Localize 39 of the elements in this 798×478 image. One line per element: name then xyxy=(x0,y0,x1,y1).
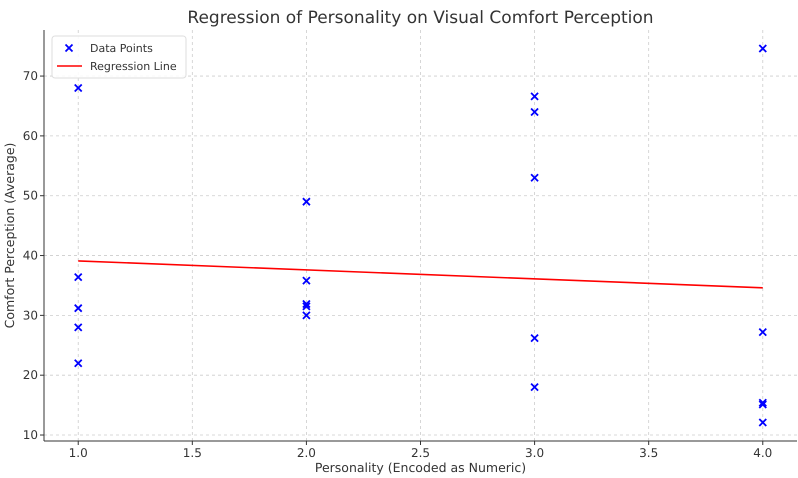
y-tick-label: 10 xyxy=(22,428,38,442)
x-tick-label: 3.5 xyxy=(639,446,658,460)
y-tick-label: 30 xyxy=(22,308,38,322)
point xyxy=(530,108,539,116)
x-tick-label: 4.0 xyxy=(753,446,772,460)
point xyxy=(74,272,83,282)
point xyxy=(758,398,768,408)
x-axis-title: Personality (Encoded as Numeric) xyxy=(314,460,526,475)
point xyxy=(530,334,539,342)
x-tick-label: 3.0 xyxy=(525,446,544,460)
x-tick-label: 2.0 xyxy=(296,446,316,460)
legend-label: Regression Line xyxy=(90,60,177,73)
point xyxy=(758,418,768,427)
x-tick-label: 2.5 xyxy=(410,446,430,460)
point xyxy=(530,382,539,392)
chart-title: Regression of Personality on Visual Comfort Perception xyxy=(187,8,654,28)
y-tick-label: 70 xyxy=(22,69,38,84)
point xyxy=(758,400,768,409)
point xyxy=(302,276,311,286)
y-tick-label: 50 xyxy=(22,188,38,203)
point xyxy=(758,328,768,337)
y-axis-title: Comfort Perception (Average) xyxy=(2,142,17,328)
point xyxy=(74,322,83,332)
point xyxy=(74,358,83,368)
y-tick-label: 60 xyxy=(22,128,38,143)
point xyxy=(74,304,83,313)
point xyxy=(302,302,311,311)
point xyxy=(530,92,539,101)
point xyxy=(302,197,311,206)
y-tick-label: 20 xyxy=(22,368,38,382)
point xyxy=(758,44,768,53)
x-tick-label: 1.5 xyxy=(182,446,202,460)
point xyxy=(530,173,539,182)
point xyxy=(302,310,311,320)
legend-label: Data Points xyxy=(90,42,154,55)
point xyxy=(302,300,311,308)
point xyxy=(74,84,83,92)
x-tick-label: 1.0 xyxy=(68,446,88,460)
y-tick-label: 40 xyxy=(22,248,38,263)
